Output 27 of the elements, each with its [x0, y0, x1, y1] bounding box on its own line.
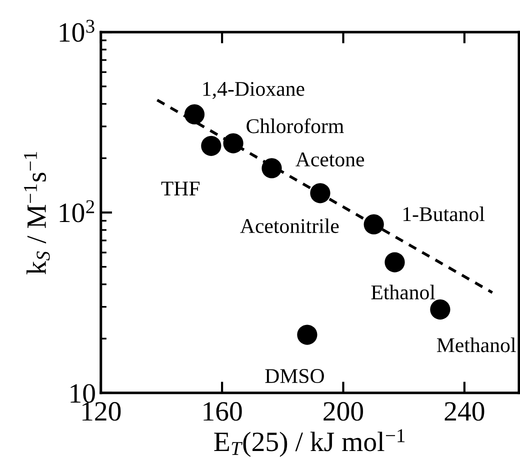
- annotation: THF: [161, 182, 200, 196]
- x-tick-label: 120: [82, 402, 121, 421]
- y-tick-label: 10: [70, 384, 95, 403]
- annotation: Chloroform: [246, 118, 344, 134]
- point: [364, 214, 384, 234]
- point: [297, 324, 318, 345]
- annotation: Methanol: [436, 338, 516, 352]
- x-tick-label: 200: [324, 402, 364, 421]
- x-tick-label: 240: [444, 402, 484, 421]
- point: [384, 252, 405, 272]
- y-tick-label: 10$^{3}$: [60, 20, 94, 42]
- point: [310, 183, 330, 204]
- x-tick-label: 160: [204, 402, 242, 421]
- annotation: Acetonitrile: [240, 218, 339, 234]
- annotation: 1-Butanol: [403, 206, 485, 222]
- y-axis-title: k$_{S}$ / M$^{−1}$s$^{−1}$: [24, 152, 50, 274]
- point: [184, 104, 205, 124]
- annotation: DMSO: [265, 369, 324, 384]
- point: [201, 136, 222, 156]
- point: [223, 133, 244, 154]
- point: [430, 299, 450, 320]
- point: [262, 158, 282, 178]
- y-tick-label: 10$^{2}$: [60, 200, 94, 222]
- annotation: 1,4-Dioxane: [203, 82, 304, 99]
- annotation: Acetone: [296, 152, 364, 166]
- x-axis-title: E$_{T}$(25) / kJ mol$^{−1}$: [214, 429, 405, 457]
- annotation: Ethanol: [371, 284, 436, 300]
